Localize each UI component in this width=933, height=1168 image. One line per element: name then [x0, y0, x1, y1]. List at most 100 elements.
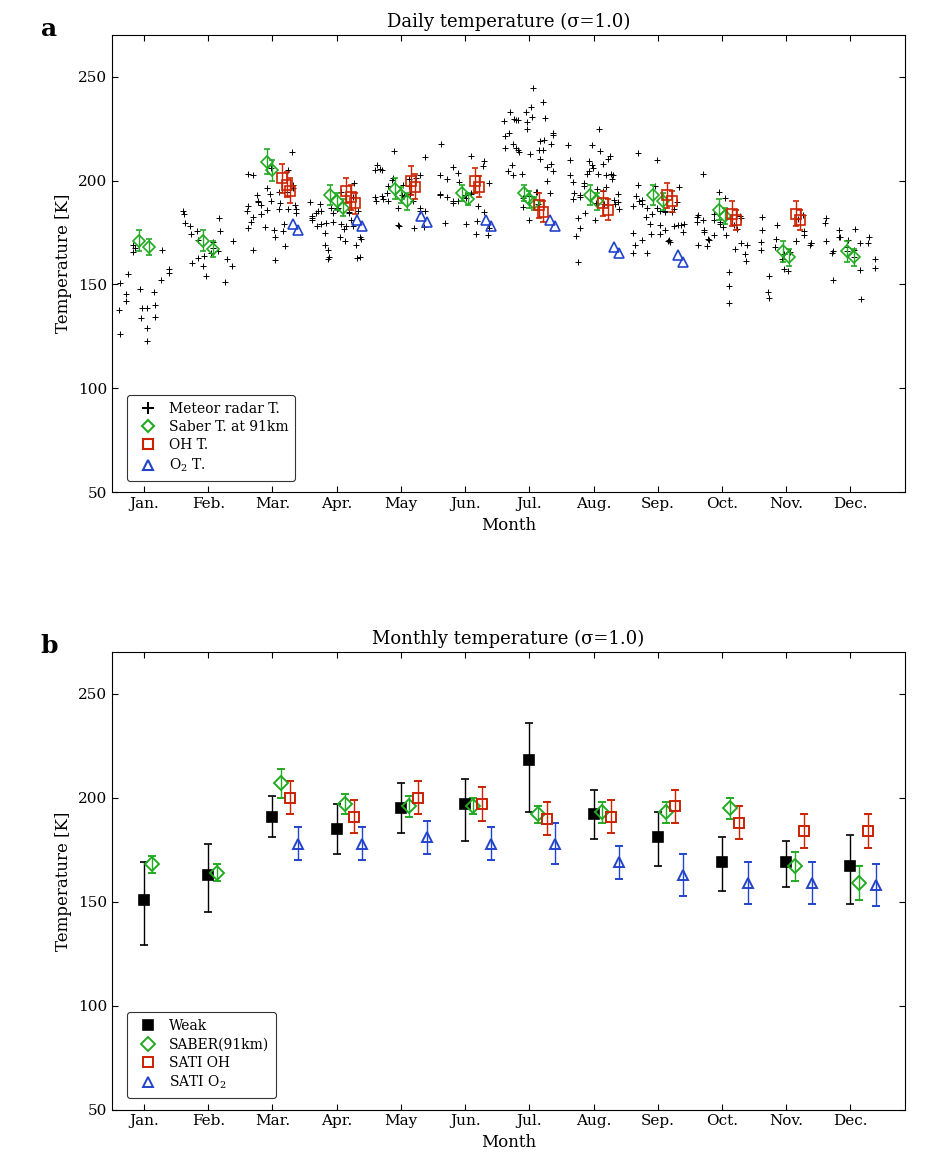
Point	[701, 230, 716, 249]
Point	[305, 207, 320, 225]
Point	[611, 193, 626, 211]
Point	[285, 142, 299, 161]
Point	[696, 223, 711, 242]
Point	[417, 201, 432, 220]
Point	[218, 273, 233, 292]
Point	[326, 213, 341, 231]
Point	[543, 185, 558, 203]
Point	[738, 251, 753, 270]
Point	[543, 134, 558, 153]
Point	[776, 259, 791, 278]
Point	[277, 236, 292, 255]
Point	[212, 208, 227, 227]
Point	[184, 224, 199, 243]
Point	[590, 180, 605, 199]
Point	[438, 214, 453, 232]
Point	[605, 169, 620, 188]
Point	[573, 186, 588, 204]
Point	[345, 188, 360, 207]
Point	[508, 111, 523, 130]
Point	[506, 166, 521, 185]
Point	[761, 283, 776, 301]
Point	[175, 202, 190, 221]
Legend: Weak, SABER(91km), SATI OH, SATI O$_2$: Weak, SABER(91km), SATI OH, SATI O$_2$	[127, 1013, 275, 1098]
Point	[253, 204, 268, 223]
Point	[391, 216, 406, 235]
Point	[774, 250, 789, 269]
Point	[644, 225, 659, 244]
Point	[515, 165, 530, 183]
Point	[802, 236, 817, 255]
Point	[713, 215, 728, 234]
Point	[225, 257, 240, 276]
Point	[546, 161, 561, 180]
Point	[525, 78, 540, 97]
Point	[439, 188, 454, 207]
Point	[476, 152, 491, 171]
Point	[381, 192, 396, 210]
Point	[396, 175, 411, 194]
Point	[349, 249, 364, 267]
Point	[376, 189, 391, 208]
Point	[841, 231, 856, 250]
Point	[530, 182, 545, 201]
Point	[629, 187, 644, 206]
Point	[132, 279, 147, 298]
Point	[602, 146, 617, 165]
Point	[690, 206, 705, 224]
Point	[140, 299, 155, 318]
Point	[322, 248, 337, 266]
Point	[662, 232, 677, 251]
Point	[275, 222, 290, 241]
Point	[826, 242, 841, 260]
Point	[539, 158, 554, 176]
Point	[313, 195, 327, 214]
Point	[139, 319, 154, 338]
Point	[451, 192, 466, 210]
Point	[661, 231, 676, 250]
Point	[313, 202, 328, 221]
Point	[241, 165, 256, 183]
Point	[258, 218, 272, 237]
Point	[645, 204, 660, 223]
Point	[699, 237, 714, 256]
Point	[689, 213, 704, 231]
Point	[272, 182, 286, 201]
Point	[579, 165, 594, 183]
Point	[860, 234, 875, 252]
Point	[401, 176, 416, 195]
Point	[341, 202, 356, 221]
Point	[585, 159, 600, 178]
Point	[446, 192, 461, 210]
Point	[506, 134, 521, 153]
Point	[288, 203, 303, 222]
Point	[634, 194, 649, 213]
Point	[386, 141, 401, 160]
Point	[582, 162, 597, 181]
Point	[671, 216, 686, 235]
Point	[341, 203, 356, 222]
Point	[831, 221, 846, 239]
Point	[546, 124, 561, 142]
Point	[733, 209, 748, 228]
Point	[268, 228, 283, 246]
Point	[482, 174, 497, 193]
Point	[417, 148, 432, 167]
Point	[464, 185, 479, 203]
Point	[368, 161, 383, 180]
Point	[522, 145, 537, 164]
Point	[755, 221, 770, 239]
Point	[696, 165, 711, 183]
Point	[797, 222, 812, 241]
Point	[546, 125, 561, 144]
Point	[782, 243, 797, 262]
Point	[390, 216, 405, 235]
Point	[346, 174, 361, 193]
Point	[310, 216, 325, 235]
Point	[406, 192, 421, 210]
Point	[754, 241, 769, 259]
Point	[577, 173, 592, 192]
Point	[695, 211, 710, 230]
Point	[198, 267, 213, 286]
Point	[581, 152, 596, 171]
